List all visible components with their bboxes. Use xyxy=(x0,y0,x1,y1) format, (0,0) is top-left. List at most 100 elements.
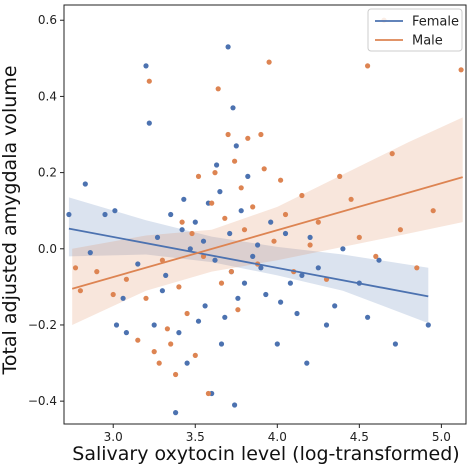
male-data-point xyxy=(189,230,195,237)
female-data-point xyxy=(222,314,228,320)
male-data-point xyxy=(241,227,248,233)
plot-frame xyxy=(63,4,467,425)
x-axis-label: Salivary oxytocin level (log-transformed… xyxy=(72,443,459,465)
male-data-point xyxy=(209,200,215,206)
male-data-point xyxy=(245,135,251,141)
female-data-point xyxy=(392,341,398,347)
female-data-point xyxy=(168,211,174,218)
male-data-point xyxy=(232,158,238,164)
female-data-point xyxy=(217,189,223,195)
male-data-point xyxy=(225,131,231,138)
confidence-bands xyxy=(68,117,463,326)
female-data-point xyxy=(235,295,241,301)
male-data-point xyxy=(151,349,157,355)
male-data-point xyxy=(266,59,272,65)
male-data-point xyxy=(168,341,174,347)
male-data-point xyxy=(356,234,362,240)
female-data-point xyxy=(179,227,185,233)
female-data-point xyxy=(238,208,244,214)
female-data-point xyxy=(365,314,371,320)
y-tick-label: −0.4 xyxy=(28,394,57,408)
female-data-point xyxy=(195,318,202,324)
male-data-point xyxy=(146,78,152,84)
male-data-point xyxy=(215,86,221,92)
male-data-point xyxy=(77,288,83,294)
male-data-point xyxy=(307,242,313,248)
y-tick-label: −0.2 xyxy=(28,318,57,332)
male-data-point xyxy=(179,219,185,225)
male-data-point xyxy=(176,284,182,290)
female-data-point xyxy=(299,272,305,278)
male-data-point xyxy=(250,204,256,210)
male-data-point xyxy=(414,265,420,271)
male-data-point xyxy=(205,390,211,397)
female-data-point xyxy=(113,322,120,328)
female-data-point xyxy=(163,272,169,278)
female-data-point xyxy=(82,181,88,187)
female-data-point xyxy=(245,173,251,179)
x-axis-ticks: 3.0 3.5 4.0 4.5 5.0 xyxy=(104,424,451,444)
female-data-point xyxy=(120,295,126,301)
male-data-point xyxy=(299,192,305,199)
female-data-point xyxy=(187,246,193,252)
male-data-point xyxy=(337,173,343,179)
female-data-point xyxy=(151,322,157,328)
male-data-point xyxy=(192,352,198,358)
female-data-point xyxy=(304,360,310,366)
female-data-point xyxy=(268,219,274,225)
female-data-point xyxy=(159,288,165,294)
male-data-point xyxy=(278,177,284,183)
female-data-point xyxy=(233,143,239,149)
female-data-point xyxy=(202,303,208,309)
female-data-point xyxy=(250,253,256,259)
male-data-point xyxy=(389,151,395,157)
male-data-point xyxy=(135,337,141,343)
male-data-point xyxy=(184,310,190,317)
male-data-point xyxy=(110,291,116,298)
female-data-point xyxy=(212,257,218,263)
male-data-point xyxy=(235,307,241,313)
female-data-point xyxy=(102,211,108,218)
male-data-point xyxy=(143,295,149,301)
male-confidence-band xyxy=(72,117,463,326)
female-data-point xyxy=(192,219,198,225)
female-data-point xyxy=(241,280,248,286)
female-data-point xyxy=(87,250,93,256)
male-data-point xyxy=(258,131,264,138)
female-data-point xyxy=(255,242,261,248)
y-axis-ticks: −0.4 −0.2 0.0 0.2 0.4 0.6 xyxy=(28,13,64,408)
male-data-point xyxy=(261,166,267,172)
male-data-point xyxy=(94,269,100,275)
male-regression-line xyxy=(71,176,463,290)
female-data-point xyxy=(227,230,233,237)
y-tick-label: 0.2 xyxy=(38,166,57,180)
female-data-point xyxy=(294,310,300,317)
female-data-point xyxy=(263,291,269,298)
y-tick-label: 0.6 xyxy=(38,13,57,27)
male-data-point xyxy=(430,208,436,214)
female-data-point xyxy=(274,341,280,347)
male-data-point xyxy=(458,67,464,73)
female-confidence-band xyxy=(68,197,429,324)
female-data-point xyxy=(146,120,152,126)
female-data-point xyxy=(282,230,289,237)
male-data-point xyxy=(271,238,277,244)
female-data-point xyxy=(176,330,182,336)
female-data-point xyxy=(135,261,141,267)
female-data-point xyxy=(315,265,321,271)
female-data-point xyxy=(112,208,118,214)
female-data-point xyxy=(307,234,313,240)
male-data-point xyxy=(222,215,228,221)
x-tick-label: 3.5 xyxy=(186,430,205,444)
y-tick-label: 0.0 xyxy=(38,242,57,256)
male-data-point xyxy=(123,276,129,282)
female-data-point xyxy=(173,410,179,416)
female-data-point xyxy=(225,44,231,50)
female-data-point xyxy=(278,299,284,305)
male-data-point xyxy=(195,173,202,179)
legend-label-female: Female xyxy=(412,15,459,30)
female-data-point xyxy=(218,341,225,347)
male-data-point xyxy=(397,227,403,233)
